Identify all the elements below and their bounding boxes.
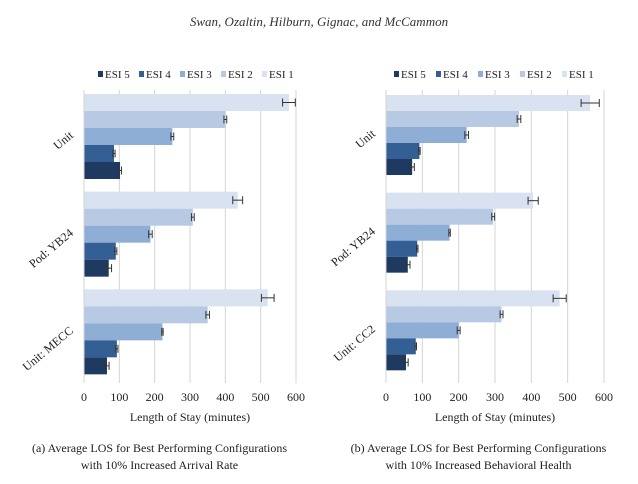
chart-b-legend-swatch: [478, 71, 483, 77]
caption-a-line1: (a) Average LOS for Best Performing Conf…: [31, 441, 288, 455]
chart-b-bar: [386, 159, 413, 175]
chart-b-xtick-label: 200: [450, 390, 468, 404]
chart-b-bar: [386, 95, 591, 111]
chart-a-svg: 0 100 200 300 400 500 600 Length of Stay (minut…: [20, 69, 305, 424]
chart-b-legend-swatch: [436, 71, 441, 77]
chart-b-bar: [386, 127, 467, 143]
caption-b-line1: (b) Average LOS for Best Performing Conf…: [350, 441, 607, 455]
chart-a-bar: [84, 145, 115, 162]
chart-a-legend-swatch: [139, 71, 144, 77]
chart-a-bar: [84, 306, 208, 324]
chart-b-bar: [386, 224, 450, 241]
chart-b-legend-swatch: [394, 71, 399, 77]
chart-b-bar: [386, 192, 534, 209]
chart-b-category-label: Unit: CC2: [331, 322, 378, 365]
chart-a-bar: [84, 323, 163, 341]
chart-b-bar: [386, 338, 416, 355]
chart-b-bar: [386, 354, 406, 371]
chart-b-legend-label: ESI 4: [443, 69, 468, 81]
chart-b-legend-label: ESI 1: [569, 69, 594, 81]
chart-b-xtick-label: 400: [522, 390, 540, 404]
chart-a-bar: [84, 111, 226, 128]
chart-a-xtick-label: 200: [146, 390, 164, 404]
chart-b-bar: [386, 322, 459, 339]
chart-a-xtick-label: 100: [110, 390, 128, 404]
caption-b-line2: with 10% Increased Behavioral Health: [385, 458, 572, 472]
chart-a-legend-label: ESI 4: [146, 69, 171, 81]
chart-a-legend-swatch: [98, 71, 103, 77]
chart-a-legend-label: ESI 1: [269, 69, 294, 81]
chart-b-legend-label: ESI 5: [401, 69, 426, 81]
chart-a-legend-label: ESI 3: [187, 69, 212, 81]
chart-b-xtick-label: 0: [383, 390, 389, 404]
chart-b-bar: [386, 208, 494, 225]
chart-a-bar: [84, 128, 173, 145]
chart-b-bar: [386, 240, 418, 257]
chart-b-svg: 0 100 200 300 400 500 600 Length of Stay (minut…: [328, 69, 613, 424]
chart-b-x-axis-label: Length of Stay (minutes): [435, 410, 555, 424]
chart-a-legend-label: ESI 5: [105, 69, 130, 81]
caption-a-line2: with 10% Increased Arrival Rate: [80, 458, 239, 472]
chart-a-bar: [84, 94, 289, 111]
chart-a-bar: [84, 162, 121, 179]
chart-a-xtick-label: 0: [81, 390, 87, 404]
chart-panel-a: 0 100 200 300 400 500 600 Length of Stay (minut…: [0, 60, 319, 484]
chart-b-xtick-label: 600: [595, 390, 613, 404]
chart-a-xtick-label: 600: [287, 390, 305, 404]
chart-b-bar: [386, 290, 560, 307]
chart-a-bar: [84, 208, 193, 226]
running-header-authors: Swan, Ozaltin, Hilburn, Gignac, and McCa…: [189, 14, 449, 29]
chart-a-x-axis-label: Length of Stay (minutes): [130, 410, 250, 424]
chart-a-bar: [84, 259, 109, 277]
chart-b-xtick-label: 500: [559, 390, 577, 404]
chart-a-legend-label: ESI 2: [228, 69, 253, 81]
chart-b-category-label: Pod: YB24: [328, 224, 378, 269]
chart-b-bar: [386, 143, 420, 159]
chart-b-bar: [386, 256, 408, 273]
chart-a-bar: [84, 289, 268, 307]
chart-b-xtick-label: 300: [486, 390, 504, 404]
chart-a-legend-swatch: [180, 71, 185, 77]
chart-a-bar: [84, 225, 151, 243]
chart-a-category-label: Pod: YB24: [26, 226, 76, 271]
chart-b-bar: [386, 306, 502, 323]
chart-panel-b: 0 100 200 300 400 500 600 Length of Stay (minut…: [319, 60, 638, 484]
caption-b: (b) Average LOS for Best Performing Conf…: [319, 440, 638, 474]
chart-a-xtick-label: 400: [216, 390, 234, 404]
chart-b-category-label: Unit: [353, 126, 379, 151]
chart-b-bar: [386, 111, 519, 127]
chart-a-xtick-label: 300: [181, 390, 199, 404]
chart-a-xtick-label: 500: [252, 390, 270, 404]
chart-a-bar: [84, 242, 116, 260]
chart-a-category-label: Unit: [51, 128, 77, 153]
chart-a-category-label: Unit: MECC: [20, 323, 76, 373]
chart-b-legend-label: ESI 3: [485, 69, 510, 81]
caption-a: (a) Average LOS for Best Performing Conf…: [0, 440, 319, 474]
chart-b-legend-swatch: [562, 71, 567, 77]
chart-a-legend-swatch: [221, 71, 226, 77]
chart-a-bar: [84, 357, 107, 375]
chart-a-legend-swatch: [262, 71, 267, 77]
chart-a-bar: [84, 340, 117, 358]
chart-a-bar: [84, 191, 238, 209]
chart-b-xtick-label: 100: [413, 390, 431, 404]
chart-b-legend-label: ESI 2: [527, 69, 552, 81]
chart-b-legend-swatch: [520, 71, 525, 77]
